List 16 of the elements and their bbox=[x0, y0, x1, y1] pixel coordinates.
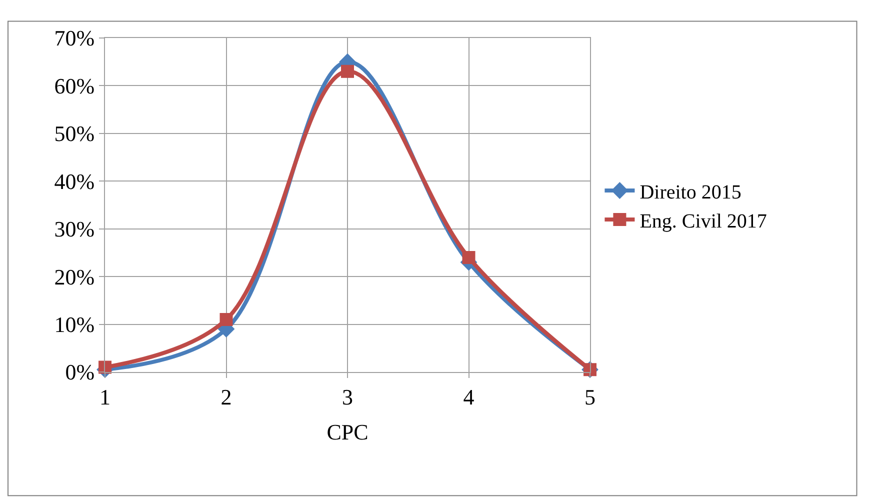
legend-label: Direito 2015 bbox=[640, 181, 742, 204]
x-tick-label: 5 bbox=[584, 384, 596, 410]
y-tick-label: 0% bbox=[65, 360, 95, 385]
y-tick-label: 40% bbox=[54, 168, 95, 194]
y-tick-label: 60% bbox=[54, 73, 95, 98]
y-tick-label: 10% bbox=[54, 312, 95, 337]
y-tick-label: 70% bbox=[54, 26, 95, 51]
y-tick-label: 20% bbox=[54, 264, 95, 290]
x-tick-label: 4 bbox=[463, 384, 474, 410]
y-tick-label: 50% bbox=[54, 121, 95, 146]
legend-label: Eng. Civil 2017 bbox=[640, 210, 767, 232]
x-tick-label: 1 bbox=[100, 384, 110, 410]
x-axis-title: CPC bbox=[326, 419, 368, 444]
y-tick-label: 30% bbox=[54, 216, 95, 242]
x-tick-label: 2 bbox=[220, 384, 232, 410]
x-tick-label: 3 bbox=[342, 384, 353, 410]
